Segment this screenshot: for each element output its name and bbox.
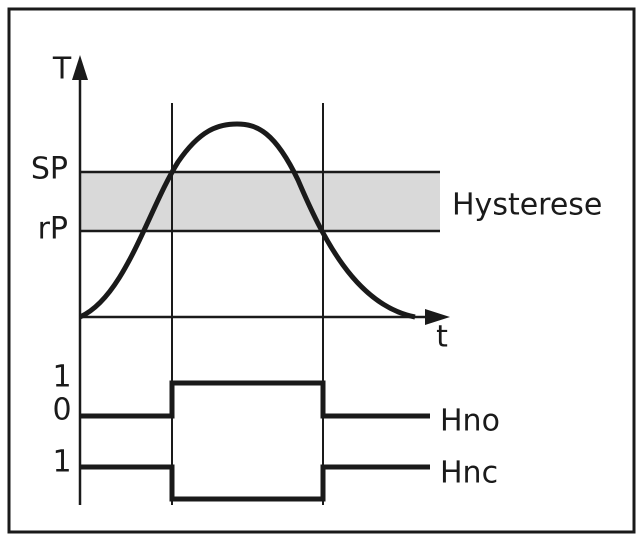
temperature-curve <box>78 121 416 320</box>
output-label: Hno <box>440 404 500 439</box>
hnc-signal <box>80 464 430 502</box>
level-label: 1 <box>52 360 71 395</box>
output-label: Hnc <box>440 456 498 491</box>
y-axis-arrow <box>72 55 88 80</box>
x-axis-arrow <box>425 309 450 325</box>
rp-label: rP <box>38 212 68 247</box>
band-label: Hysterese <box>452 188 602 223</box>
hysteresis-band <box>80 172 440 231</box>
x-axis-label: t <box>436 320 448 355</box>
level-label: 0 <box>52 393 71 428</box>
hno-signal <box>80 380 430 419</box>
frame <box>7 7 636 534</box>
level-label: 1 <box>52 445 71 480</box>
y-axis-label: T <box>52 52 72 87</box>
sp-label: SP <box>31 152 68 187</box>
